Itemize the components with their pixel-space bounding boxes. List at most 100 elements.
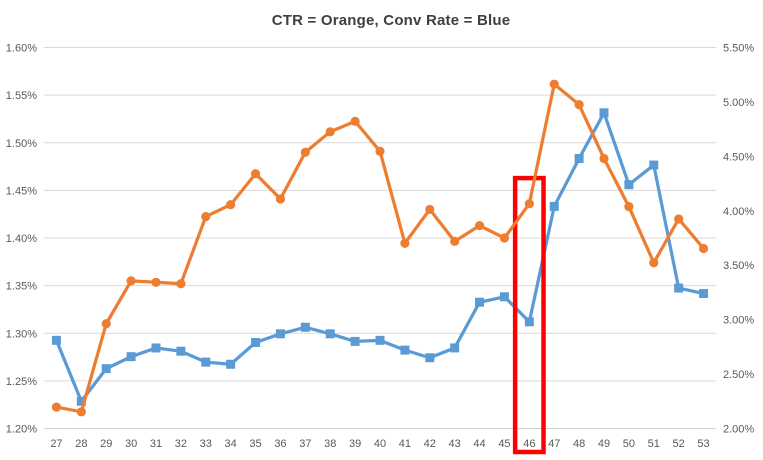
conv-rate-marker xyxy=(524,317,534,327)
gridlines xyxy=(44,47,716,429)
conv-rate-marker xyxy=(475,297,485,307)
conv-rate-marker xyxy=(400,345,410,355)
conv-rate-marker xyxy=(425,353,435,363)
conv-rate-marker xyxy=(325,329,335,339)
ctr-marker xyxy=(474,221,485,231)
conv-rate-series xyxy=(51,108,709,406)
ctr-marker xyxy=(425,204,435,215)
right-axis-labels: 5.50% 5.00% 4.50% 4.00% 3.50% 3.00% 2.50% 2.00% xyxy=(723,43,754,436)
x-axis-tick-label: 33 xyxy=(200,438,212,450)
ctr-marker xyxy=(350,116,360,126)
x-axis-tick-label: 45 xyxy=(498,438,510,450)
ctr-marker xyxy=(375,146,385,156)
ctr-marker xyxy=(499,233,510,243)
conv-rate-marker xyxy=(624,180,634,190)
ctr-series xyxy=(51,79,709,417)
conv-rate-marker xyxy=(226,359,236,369)
right-axis-tick-label: 4.00% xyxy=(723,206,754,218)
left-axis-tick-label: 1.55% xyxy=(6,90,37,102)
left-axis-tick-label: 1.45% xyxy=(6,185,37,197)
left-axis-tick-label: 1.25% xyxy=(6,376,37,388)
ctr-marker xyxy=(649,258,659,268)
right-axis-tick-label: 5.00% xyxy=(723,97,754,109)
ctr-marker xyxy=(325,127,335,137)
ctr-marker xyxy=(101,319,111,329)
x-axis-tick-label: 42 xyxy=(424,438,436,450)
ctr-marker xyxy=(574,100,584,110)
conv-rate-marker xyxy=(51,335,61,345)
ctr-marker xyxy=(674,214,684,224)
ctr-marker xyxy=(450,236,460,246)
right-axis-tick-label: 3.00% xyxy=(723,315,754,327)
conv-rate-marker xyxy=(275,329,285,339)
conv-rate-marker xyxy=(574,154,584,164)
x-axis-tick-label: 46 xyxy=(523,438,535,450)
left-axis-tick-label: 1.50% xyxy=(6,138,37,150)
right-axis-tick-label: 4.50% xyxy=(723,151,754,163)
conv-rate-marker xyxy=(176,346,186,356)
x-axis-tick-label: 36 xyxy=(274,438,286,450)
left-axis-tick-label: 1.30% xyxy=(6,328,37,340)
conv-rate-marker xyxy=(151,343,161,353)
x-axis-tick-label: 35 xyxy=(249,438,261,450)
x-axis-tick-label: 28 xyxy=(75,438,87,450)
right-axis-tick-label: 3.50% xyxy=(723,260,754,272)
x-axis-tick-label: 52 xyxy=(673,438,685,450)
ctr-marker xyxy=(151,277,161,287)
right-axis-tick-label: 2.50% xyxy=(723,369,754,381)
conv-rate-marker xyxy=(599,108,609,118)
x-axis-labels: 27 28 29 30 31 32 33 34 35 36 37 38 39 40 41 42 43 44 45 46… xyxy=(50,438,709,450)
x-axis-tick-label: 44 xyxy=(473,438,485,450)
x-axis-tick-label: 41 xyxy=(399,438,411,450)
ctr-marker xyxy=(549,79,559,89)
x-axis-tick-label: 43 xyxy=(449,438,461,450)
conv-rate-marker xyxy=(126,352,136,362)
conv-rate-marker xyxy=(251,338,261,348)
ctr-marker xyxy=(524,199,534,209)
ctr-marker xyxy=(599,153,609,164)
ctr-marker xyxy=(176,279,186,289)
ctr-marker xyxy=(624,201,634,212)
conv-rate-marker xyxy=(375,335,385,345)
x-axis-tick-label: 31 xyxy=(150,438,162,450)
conv-rate-marker xyxy=(300,322,310,332)
highlight-rectangle xyxy=(512,175,546,455)
x-axis-tick-label: 53 xyxy=(697,438,709,450)
right-axis-tick-label: 2.00% xyxy=(723,424,754,436)
x-axis-tick-label: 29 xyxy=(100,438,112,450)
conv-rate-marker xyxy=(699,289,709,299)
conv-rate-marker xyxy=(649,160,659,170)
x-axis-tick-label: 50 xyxy=(623,438,635,450)
highlight-rectangle-group xyxy=(512,175,546,455)
ctr-marker xyxy=(400,238,410,248)
x-axis-tick-label: 38 xyxy=(324,438,336,450)
x-axis-tick-label: 48 xyxy=(573,438,585,450)
ctr-marker xyxy=(226,200,236,210)
ctr-marker xyxy=(51,402,62,412)
left-axis-tick-label: 1.20% xyxy=(6,424,37,436)
ctr-marker xyxy=(126,276,136,286)
chart-title: CTR = Orange, Conv Rate = Blue xyxy=(271,12,511,29)
left-axis-tick-label: 1.35% xyxy=(6,281,37,293)
conv-rate-marker xyxy=(201,357,211,367)
x-axis-tick-label: 40 xyxy=(374,438,386,450)
conv-rate-marker xyxy=(674,283,684,293)
ctr-marker xyxy=(76,407,86,417)
ctr-marker xyxy=(300,147,310,157)
ctr-marker xyxy=(250,169,261,179)
right-axis-tick-label: 5.50% xyxy=(723,43,754,55)
conv-rate-marker xyxy=(76,396,86,406)
conv-rate-marker xyxy=(101,364,111,374)
x-axis-tick-label: 37 xyxy=(299,438,311,450)
left-axis-tick-label: 1.60% xyxy=(6,43,37,55)
conv-rate-marker xyxy=(350,336,360,346)
left-axis-tick-label: 1.40% xyxy=(6,233,37,245)
x-axis-tick-label: 51 xyxy=(648,438,660,450)
x-axis-tick-label: 47 xyxy=(548,438,560,450)
ctr-marker xyxy=(698,243,709,254)
x-axis-tick-label: 32 xyxy=(175,438,187,450)
x-axis-tick-label: 27 xyxy=(50,438,62,450)
ctr-marker xyxy=(201,211,211,222)
